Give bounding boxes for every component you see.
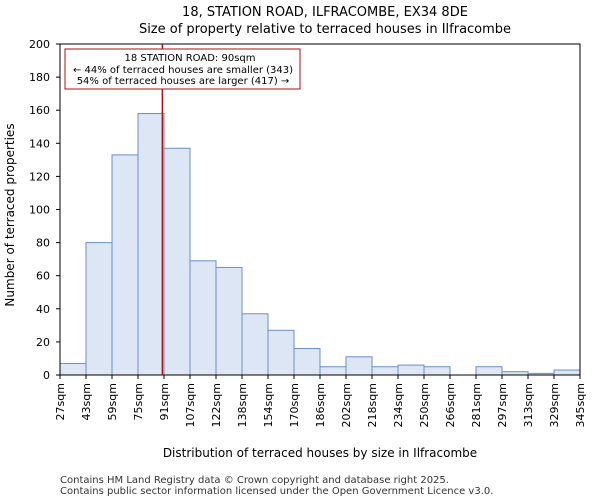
- plot-frame: [59, 43, 581, 376]
- x-tick-label-218sqm: 218sqm: [366, 383, 379, 427]
- bar-91sqm: [163, 147, 191, 376]
- x-tick-label-329sqm: 329sqm: [548, 383, 561, 427]
- x-tick-label-122sqm: 122sqm: [210, 383, 223, 427]
- y-tick-label-200: 200: [29, 38, 50, 51]
- x-tick-label-186sqm: 186sqm: [314, 383, 327, 427]
- annotation-line-3: 54% of terraced houses are larger (417) …: [77, 76, 290, 87]
- chart-title: 18, STATION ROAD, ILFRACOMBE, EX34 8DE: [182, 5, 468, 20]
- bar-329sqm: [553, 369, 581, 376]
- x-tick-label-234sqm: 234sqm: [392, 383, 405, 427]
- bar-122sqm: [215, 266, 243, 376]
- bar-234sqm: [397, 364, 425, 376]
- x-tick-label-75sqm: 75sqm: [132, 383, 145, 420]
- bar-250sqm: [423, 366, 451, 376]
- annotation-frame: [64, 48, 301, 90]
- x-tick-label-59sqm: 59sqm: [106, 383, 119, 420]
- x-tick-label-27sqm: 27sqm: [54, 383, 67, 420]
- bar-186sqm: [319, 366, 347, 376]
- x-axis-ticks: 27sqm 43sqm 59sqm 75sqm 91sqm 107sqm 122sqm 138…: [54, 375, 587, 427]
- x-tick-label-202sqm: 202sqm: [340, 383, 353, 427]
- x-tick-label-154sqm: 154sqm: [262, 383, 275, 427]
- bar-27sqm: [59, 362, 87, 376]
- y-tick-label-140: 140: [29, 137, 50, 150]
- y-tick-label-20: 20: [36, 336, 50, 349]
- y-axis-ticks: 0 20 40 60 80 100 120 140 160 180 200: [29, 38, 60, 382]
- x-tick-label-43sqm: 43sqm: [80, 383, 93, 420]
- annotation-line-1: 18 STATION ROAD: 90sqm: [125, 53, 256, 64]
- bar-202sqm: [345, 356, 373, 376]
- x-axis-label: Distribution of terraced houses by size …: [163, 446, 477, 460]
- x-tick-label-107sqm: 107sqm: [184, 383, 197, 427]
- annotation-box: 18 STATION ROAD: 90sqm ← 44% of terraced…: [64, 48, 301, 90]
- y-axis-label: Number of terraced properties: [3, 123, 17, 306]
- y-tick-label-60: 60: [36, 270, 50, 283]
- y-tick-label-120: 120: [29, 170, 50, 183]
- x-tick-label-138sqm: 138sqm: [236, 383, 249, 427]
- y-tick-label-0: 0: [43, 369, 50, 382]
- bar-43sqm: [85, 242, 113, 376]
- y-tick-label-160: 160: [29, 104, 50, 117]
- bars: [59, 113, 581, 376]
- footer-line-2: Contains public sector information licen…: [60, 486, 493, 497]
- x-tick-label-91sqm: 91sqm: [158, 383, 171, 420]
- y-tick-label-180: 180: [29, 71, 50, 84]
- x-tick-label-281sqm: 281sqm: [470, 383, 483, 427]
- bar-75sqm: [137, 113, 165, 376]
- footer-line-1: Contains HM Land Registry data © Crown c…: [60, 475, 449, 486]
- bar-218sqm: [371, 366, 399, 376]
- x-tick-label-170sqm: 170sqm: [288, 383, 301, 427]
- bar-281sqm: [475, 366, 503, 376]
- y-tick-label-40: 40: [36, 303, 50, 316]
- annotation-line-2: ← 44% of terraced houses are smaller (34…: [73, 65, 293, 76]
- x-tick-label-297sqm: 297sqm: [496, 383, 509, 427]
- bar-107sqm: [189, 260, 217, 376]
- x-tick-label-313sqm: 313sqm: [522, 383, 535, 427]
- x-tick-label-250sqm: 250sqm: [418, 383, 431, 427]
- bar-59sqm: [111, 154, 139, 376]
- x-tick-label-266sqm: 266sqm: [444, 383, 457, 427]
- bar-170sqm: [293, 348, 321, 376]
- chart-subtitle: Size of property relative to terraced ho…: [139, 22, 511, 37]
- bar-154sqm: [267, 329, 295, 376]
- x-tick-label-345sqm: 345sqm: [574, 383, 587, 427]
- y-tick-label-80: 80: [36, 237, 50, 250]
- y-tick-label-100: 100: [29, 204, 50, 217]
- bar-138sqm: [241, 313, 269, 376]
